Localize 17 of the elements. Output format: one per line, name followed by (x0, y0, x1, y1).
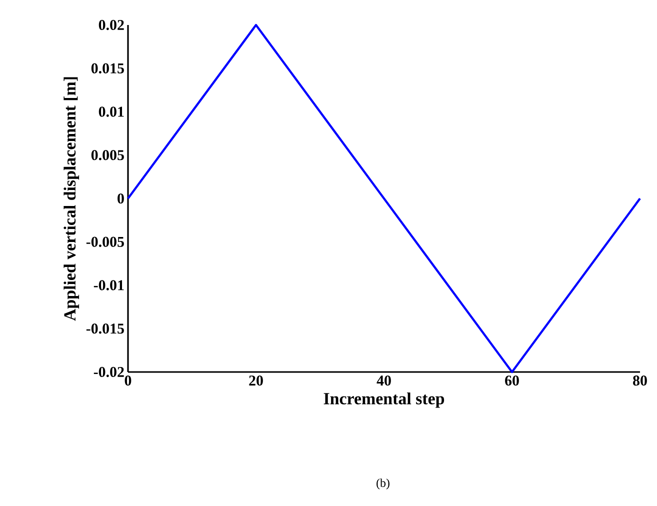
x-tick-label: 40 (376, 376, 391, 386)
x-tick-label: 20 (249, 376, 263, 386)
y-tick-label: -0.015 (86, 324, 124, 334)
text: (b) (376, 478, 390, 490)
y-tick-label: -0.02 (94, 366, 124, 378)
x-tick-label: 80 (633, 376, 647, 386)
x-tick-label: 60 (505, 376, 519, 386)
y-tick-label: 0 (118, 193, 124, 204)
y-tick-label: 0.02 (98, 20, 124, 30)
y-axis-title: Applied vertical displacement [m] (64, 77, 80, 321)
y-tick-label: 0.015 (91, 63, 124, 74)
y-tick-label: -0.01 (94, 280, 124, 290)
x-axis-title: Incremental step (324, 392, 444, 408)
y-tick-label: 0.01 (98, 106, 124, 117)
x-tick-label: 0 (124, 376, 132, 386)
y-tick-label: 0.005 (91, 150, 124, 160)
y-tick-label: -0.005 (86, 236, 124, 247)
